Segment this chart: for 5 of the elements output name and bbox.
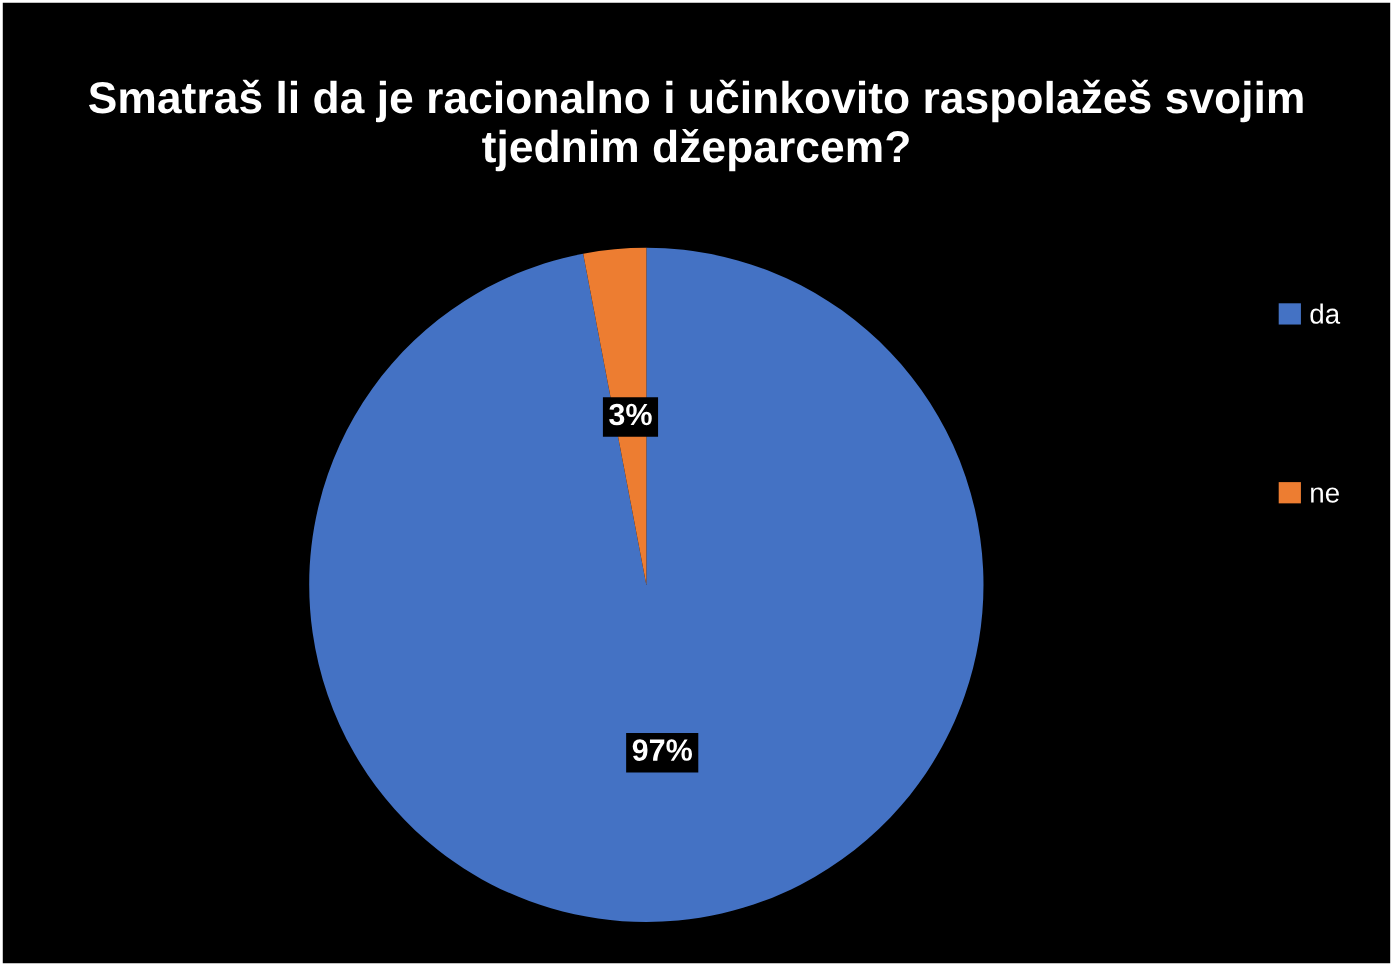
legend-label: ne xyxy=(1311,487,1339,503)
legend-label: da xyxy=(1310,303,1341,324)
data-label: 97% xyxy=(632,739,692,761)
data-label: 3% xyxy=(609,403,652,426)
chart-title: Smatraš li da je racionalno i učinkovito raspolažeš svojim tjednim džeparcem? xyxy=(88,79,1303,172)
